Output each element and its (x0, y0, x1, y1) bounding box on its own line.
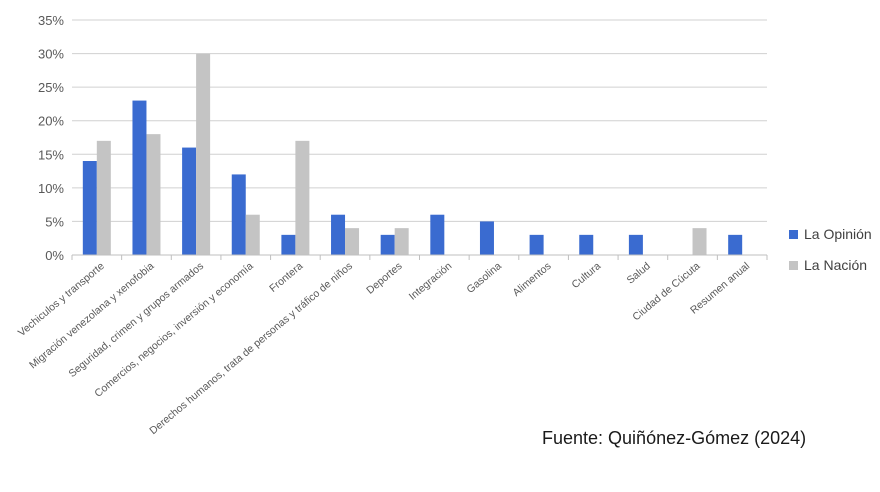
legend: La Opinión La Nación (789, 226, 872, 273)
y-tick-label: 10% (38, 181, 64, 196)
gridlines (72, 19, 767, 222)
bar-la-nacion (196, 53, 211, 256)
y-tick-label: 15% (38, 147, 64, 162)
bar-la-nacion (245, 214, 260, 255)
bar-la-nacion (146, 134, 161, 255)
bar-la-nacion (96, 140, 111, 255)
bar-la-opinion (82, 161, 97, 255)
x-category-label: Deportes (364, 260, 404, 297)
bar-la-opinion (529, 234, 544, 255)
bar-la-opinion (430, 214, 445, 255)
x-category-label: Cultura (570, 260, 604, 291)
y-tick-label: 25% (38, 80, 64, 95)
bar-la-nacion (345, 228, 360, 255)
bar-la-opinion (132, 100, 147, 255)
bar-la-opinion (331, 214, 346, 255)
x-category-label: Frontera (267, 260, 305, 295)
bar-la-opinion (628, 234, 643, 255)
y-tick-label: 20% (38, 114, 64, 129)
y-tick-label: 5% (45, 214, 64, 229)
x-category-label: Integración (407, 260, 455, 303)
x-category-label: Vechiculos y transporte (16, 260, 107, 339)
y-tick-label: 0% (45, 248, 64, 263)
axes (71, 254, 768, 260)
y-tick-label: 30% (38, 47, 64, 62)
bar-la-nacion (692, 228, 707, 255)
x-category-label: Salud (625, 260, 653, 287)
legend-label: La Nación (804, 257, 867, 273)
y-tick-label: 35% (38, 13, 64, 28)
bar-la-opinion (281, 234, 296, 255)
tick-labels: 0% 5% 10% 15% 20% 25% 30% 35% Vechiculos y trans… (16, 13, 752, 437)
legend-swatch (789, 261, 798, 270)
bar-la-nacion (295, 140, 310, 255)
bar-la-nacion (394, 228, 409, 255)
x-category-label: Alimentos (511, 260, 554, 299)
legend-swatch (789, 230, 798, 239)
legend-label: La Opinión (804, 226, 872, 242)
bars (82, 53, 743, 256)
bar-la-opinion (479, 221, 494, 255)
x-category-label: Gasolina (464, 260, 504, 296)
source-note: Fuente: Quiñónez-Gómez (2024) (542, 428, 806, 448)
bar-la-opinion (728, 234, 743, 255)
bar-la-opinion (579, 234, 594, 255)
bar-la-opinion (231, 174, 246, 255)
bar-la-opinion (182, 147, 197, 255)
bar-la-opinion (380, 234, 395, 255)
